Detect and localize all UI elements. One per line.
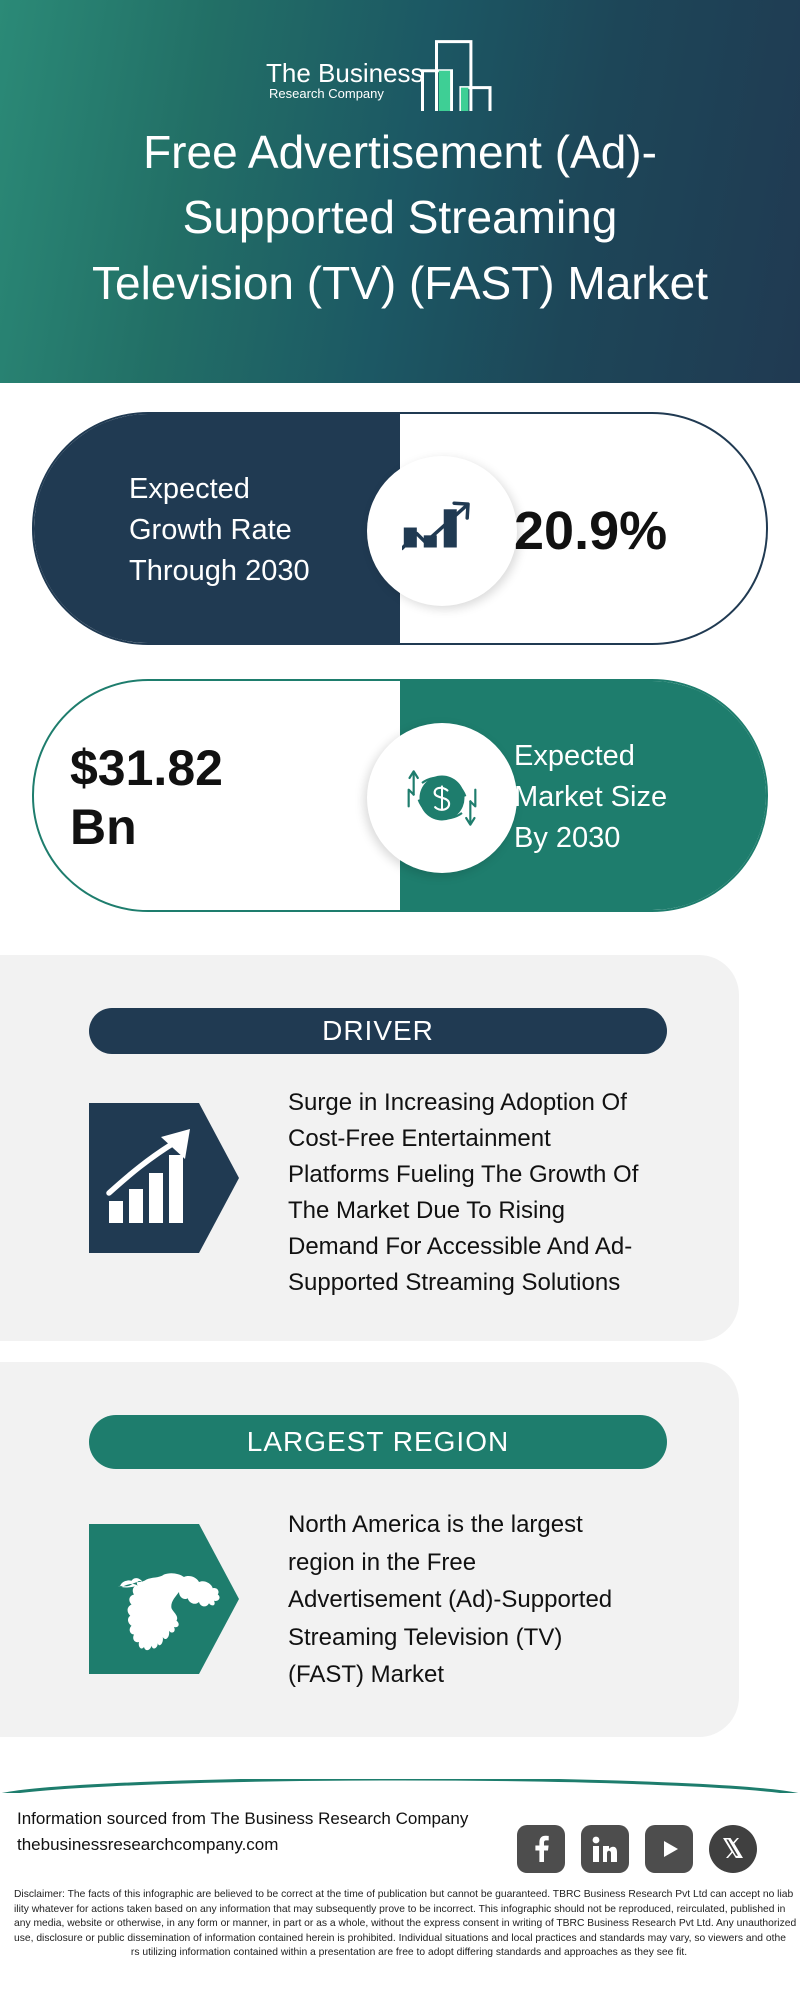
svg-text:The Business: The Business xyxy=(266,58,424,88)
svg-text:Research Company: Research Company xyxy=(269,86,384,101)
